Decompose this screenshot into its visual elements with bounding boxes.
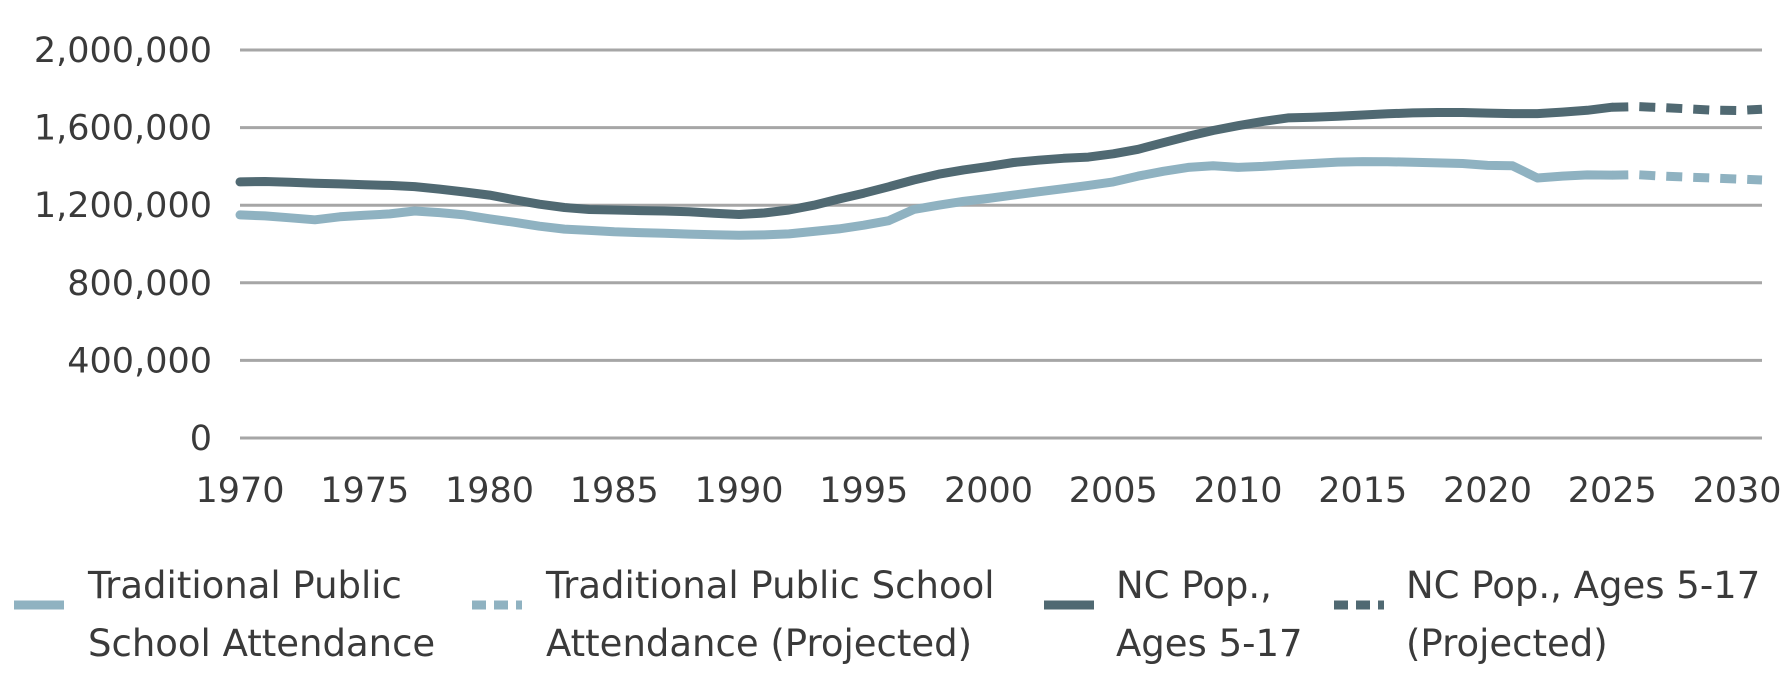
x-tick-label: 1995 xyxy=(819,471,908,511)
series-lines xyxy=(235,102,1763,240)
x-tick-label: 1970 xyxy=(195,471,284,511)
legend-label: NC Pop., Ages 5-17 xyxy=(1406,564,1760,607)
y-tick-label: 1,200,000 xyxy=(34,186,212,226)
y-tick-label: 1,600,000 xyxy=(34,109,212,149)
x-tick-label: 1985 xyxy=(570,471,659,511)
legend-label: School Attendance xyxy=(88,622,435,665)
legend-label: Traditional Public School xyxy=(545,564,995,607)
x-tick-label: 2000 xyxy=(944,471,1033,511)
y-tick-label: 2,000,000 xyxy=(34,31,212,71)
gridlines xyxy=(240,48,1762,440)
legend-label: NC Pop., xyxy=(1116,564,1272,607)
y-axis-ticks: 0 400,000 800,000 1,200,000 1,600,000 2,000,0… xyxy=(34,31,212,459)
legend-label: (Projected) xyxy=(1406,622,1608,665)
series-line-2-projected xyxy=(1612,170,1763,185)
x-tick-label: 2030 xyxy=(1693,471,1782,511)
legend-label: Attendance (Projected) xyxy=(546,622,972,665)
x-tick-label: 2015 xyxy=(1318,471,1407,511)
series-line-3 xyxy=(235,102,1617,219)
legend-label: Ages 5-17 xyxy=(1116,622,1303,665)
series-line-4-projected xyxy=(1612,102,1763,115)
y-tick-label: 800,000 xyxy=(67,264,212,304)
y-tick-label: 400,000 xyxy=(67,341,212,381)
x-tick-label: 2005 xyxy=(1069,471,1158,511)
x-tick-label: 1975 xyxy=(320,471,409,511)
x-tick-label: 2025 xyxy=(1568,471,1657,511)
series-line-1 xyxy=(235,157,1617,240)
x-tick-label: 1980 xyxy=(445,471,534,511)
x-tick-label: 2020 xyxy=(1443,471,1532,511)
legend: Traditional Public School Attendance Tradi… xyxy=(14,564,1760,665)
x-axis-ticks: 1970 1975 1980 1985 1990 1995 2000 2005 2010 2015… xyxy=(195,471,1781,511)
x-tick-label: 2010 xyxy=(1193,471,1282,511)
x-tick-label: 1990 xyxy=(694,471,783,511)
legend-label: Traditional Public xyxy=(87,564,402,607)
y-tick-label: 0 xyxy=(190,419,212,459)
